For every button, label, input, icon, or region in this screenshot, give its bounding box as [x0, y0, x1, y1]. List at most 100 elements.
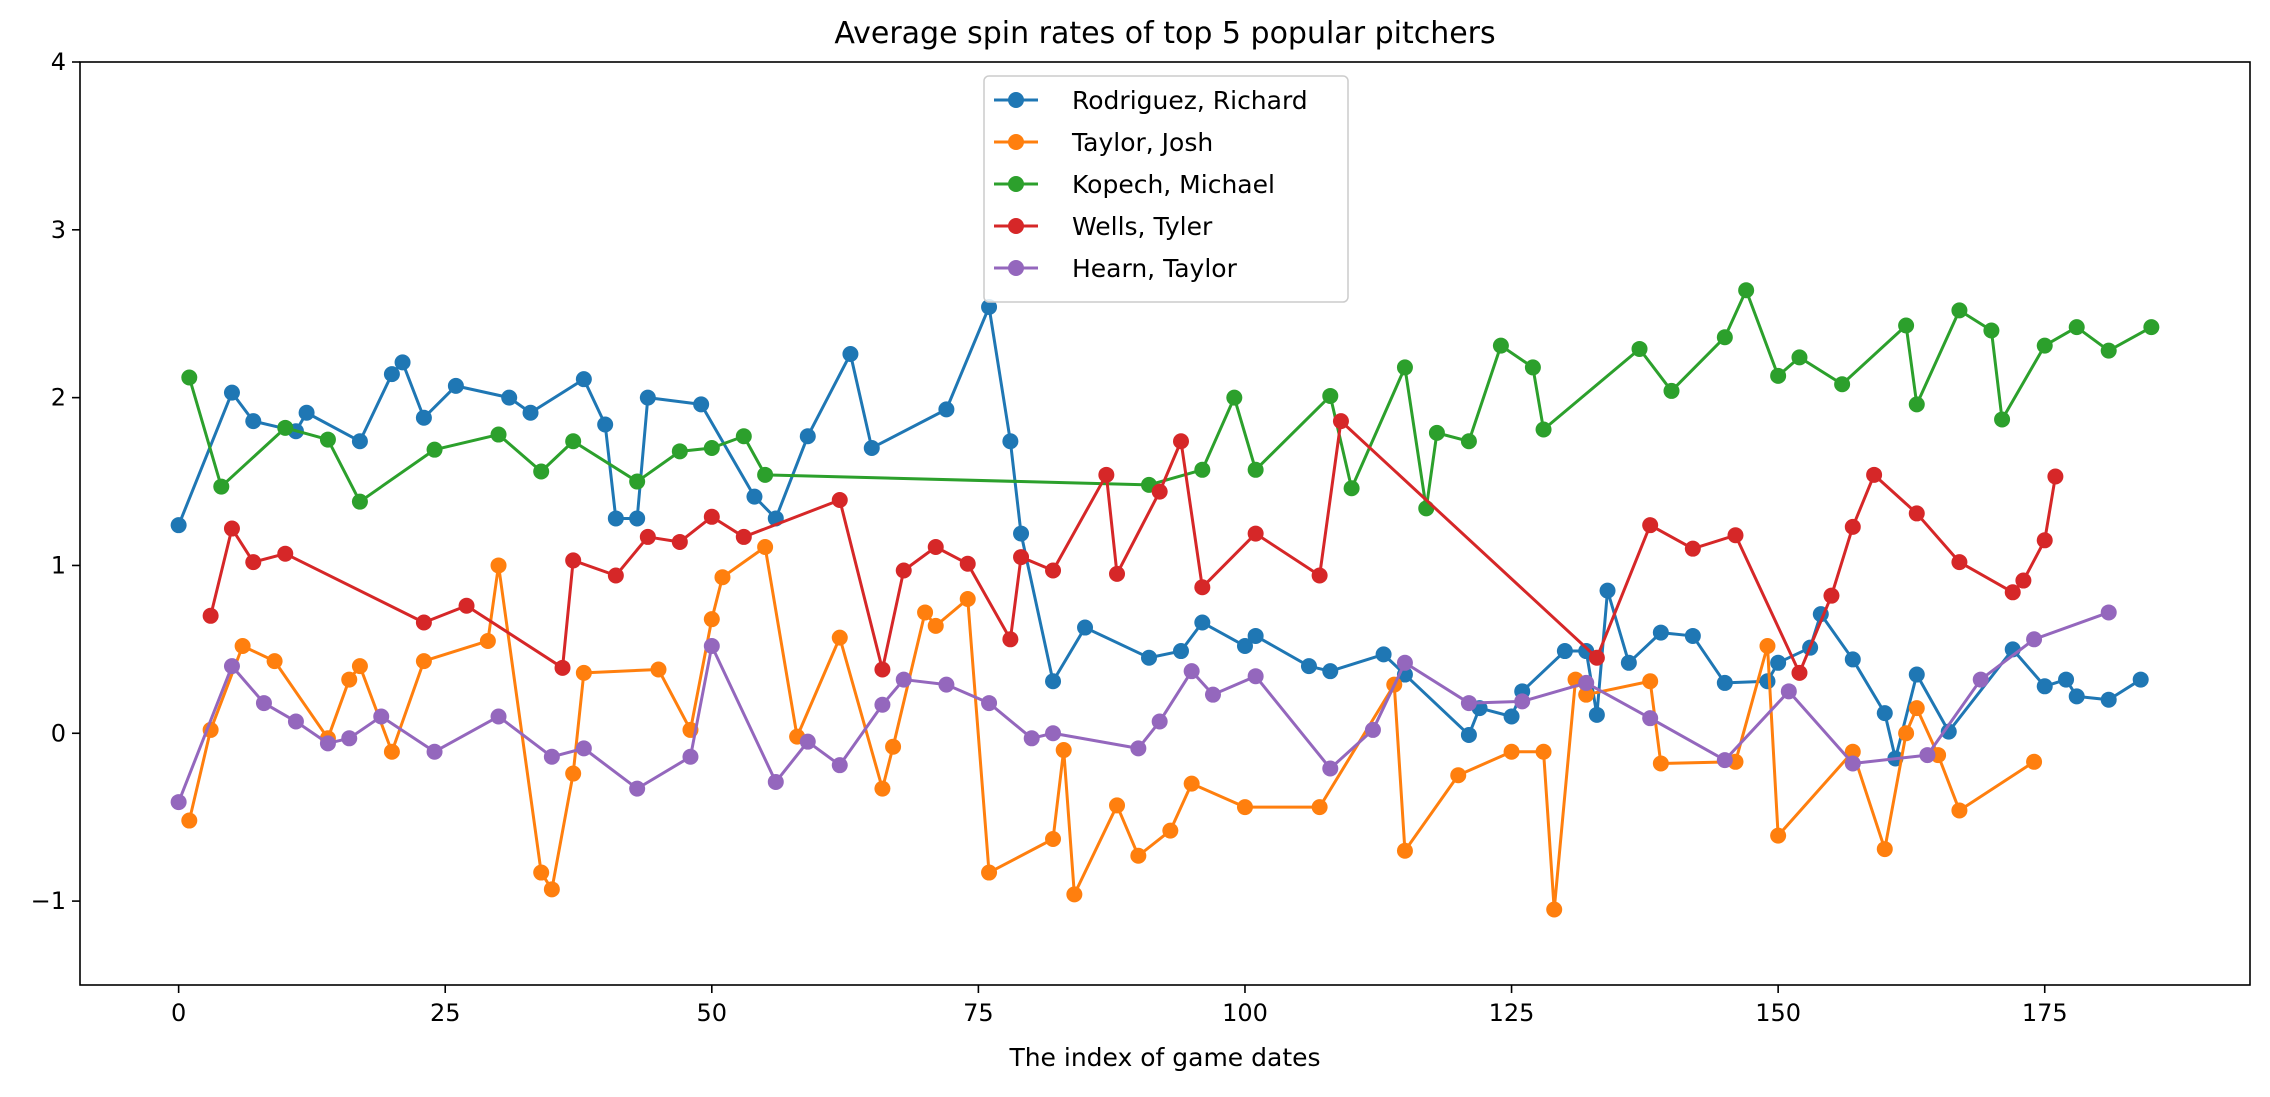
x-tick-label: 125 — [1489, 999, 1535, 1027]
data-point — [874, 661, 891, 678]
data-point — [842, 346, 859, 363]
data-point — [2015, 572, 2032, 589]
data-point — [1045, 830, 1062, 847]
data-point — [607, 510, 624, 527]
data-point — [1684, 540, 1701, 557]
data-point — [1716, 674, 1733, 691]
data-point — [1844, 518, 1861, 535]
data-point — [1631, 340, 1648, 357]
data-point — [277, 419, 294, 436]
data-point — [1013, 525, 1030, 542]
data-point — [1322, 760, 1339, 777]
data-point — [799, 733, 816, 750]
legend-label: Taylor, Josh — [1071, 128, 1213, 157]
legend-label: Hearn, Taylor — [1072, 254, 1238, 283]
data-point — [1716, 329, 1733, 346]
data-point — [319, 735, 336, 752]
data-point — [1908, 505, 1925, 522]
data-point — [287, 713, 304, 730]
data-point — [874, 696, 891, 713]
data-point — [415, 409, 432, 426]
data-point — [1450, 767, 1467, 784]
data-point — [1898, 725, 1915, 742]
data-point — [2036, 532, 2053, 549]
data-point — [266, 653, 283, 670]
data-point — [2026, 631, 2043, 648]
chart-title: Average spin rates of top 5 popular pitc… — [834, 16, 1495, 51]
legend-item-rodriguez-richard: Rodriguez, Richard — [994, 86, 1308, 115]
data-point — [234, 638, 251, 655]
data-point — [1460, 726, 1477, 743]
data-point — [447, 377, 464, 394]
data-point — [1162, 822, 1179, 839]
x-tick-label: 0 — [171, 999, 186, 1027]
data-point — [458, 597, 475, 614]
data-point — [1588, 706, 1605, 723]
data-point — [1780, 683, 1797, 700]
data-point — [1109, 797, 1126, 814]
data-point — [1983, 322, 2000, 339]
data-point — [757, 538, 774, 555]
data-point — [1300, 658, 1317, 675]
data-point — [1151, 713, 1168, 730]
data-point — [1396, 359, 1413, 376]
data-point — [1045, 562, 1062, 579]
legend-item-taylor-josh: Taylor, Josh — [994, 128, 1213, 157]
data-point — [1791, 664, 1808, 681]
data-point — [1556, 643, 1573, 660]
data-point — [1898, 317, 1915, 334]
data-point — [1311, 567, 1328, 584]
data-point — [1002, 433, 1019, 450]
data-point — [1535, 421, 1552, 438]
data-point — [1546, 901, 1563, 918]
data-point — [245, 554, 262, 571]
data-point — [799, 428, 816, 445]
data-point — [490, 557, 507, 574]
data-point — [1247, 627, 1264, 644]
series-kopech-michael — [181, 282, 2160, 517]
data-point — [1045, 725, 1062, 742]
data-point — [1844, 651, 1861, 668]
data-point — [2100, 604, 2117, 621]
data-point — [1940, 723, 1957, 740]
data-point — [298, 404, 315, 421]
series-layer — [170, 282, 2160, 918]
data-point — [746, 488, 763, 505]
data-point — [863, 439, 880, 456]
data-point — [543, 748, 560, 765]
data-point — [1194, 614, 1211, 631]
data-point — [565, 765, 582, 782]
data-point — [2100, 342, 2117, 359]
data-point — [181, 369, 198, 386]
data-point — [1183, 663, 1200, 680]
data-point — [1908, 700, 1925, 717]
data-point — [373, 708, 390, 725]
y-tick-label: 3 — [51, 216, 66, 244]
data-point — [1770, 367, 1787, 384]
x-tick-label: 50 — [697, 999, 728, 1027]
data-point — [1332, 413, 1349, 430]
legend-label: Rodriguez, Richard — [1072, 86, 1308, 115]
data-point — [181, 812, 198, 829]
data-point — [1172, 433, 1189, 450]
data-point — [1130, 847, 1147, 864]
data-point — [1492, 337, 1509, 354]
data-point — [981, 695, 998, 712]
data-point — [714, 569, 731, 586]
data-point — [1151, 483, 1168, 500]
data-point — [319, 431, 336, 448]
legend-item-hearn-taylor: Hearn, Taylor — [994, 254, 1238, 283]
data-point — [1866, 466, 1883, 483]
data-point — [735, 428, 752, 445]
data-point — [1396, 842, 1413, 859]
data-point — [1908, 396, 1925, 413]
data-point — [1620, 654, 1637, 671]
data-point — [1013, 549, 1030, 566]
data-point — [1396, 654, 1413, 671]
data-point — [223, 384, 240, 401]
data-point — [1652, 624, 1669, 641]
data-point — [1770, 827, 1787, 844]
data-point — [1503, 743, 1520, 760]
data-point — [597, 416, 614, 433]
data-point — [223, 658, 240, 675]
